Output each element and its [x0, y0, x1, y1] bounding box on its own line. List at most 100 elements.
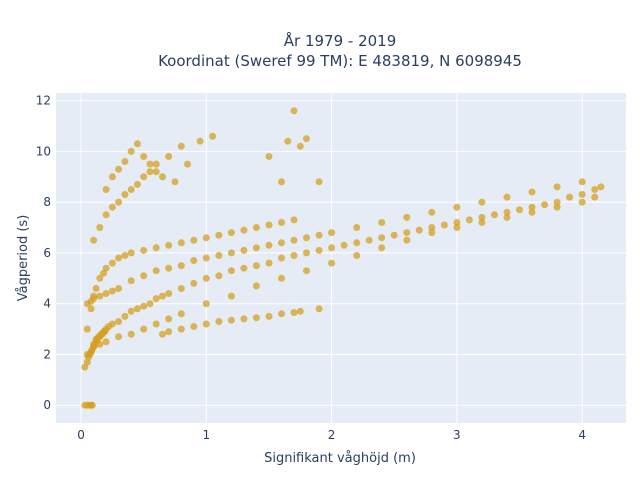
x-tick-label: 1 — [203, 428, 211, 442]
data-point — [159, 292, 166, 300]
data-point — [115, 333, 123, 341]
data-point — [227, 316, 235, 324]
data-point — [252, 282, 260, 290]
data-point — [127, 249, 135, 257]
data-point — [140, 272, 148, 280]
data-point — [541, 201, 549, 209]
data-point — [177, 325, 185, 333]
data-point — [190, 257, 198, 264]
data-point — [591, 193, 599, 201]
data-point — [315, 305, 323, 313]
data-point — [340, 241, 348, 249]
data-point — [177, 310, 185, 318]
data-point — [102, 186, 110, 193]
data-point — [428, 208, 436, 216]
data-point — [290, 309, 298, 317]
data-point — [140, 246, 148, 254]
data-point — [553, 203, 561, 211]
data-point — [578, 191, 586, 198]
data-point — [553, 198, 561, 206]
data-point — [83, 325, 91, 333]
data-point — [265, 153, 273, 160]
data-point — [90, 236, 98, 244]
data-point — [108, 203, 116, 211]
data-point — [165, 241, 173, 249]
data-point — [165, 264, 173, 272]
data-point — [127, 147, 135, 155]
data-point — [528, 203, 536, 211]
data-point — [165, 315, 173, 323]
data-point — [159, 173, 166, 181]
data-point — [102, 338, 110, 346]
data-point — [127, 307, 135, 315]
data-point — [96, 274, 104, 282]
data-point — [578, 198, 586, 206]
data-point — [127, 186, 135, 193]
data-point — [328, 259, 336, 267]
data-point — [215, 272, 223, 280]
data-point — [115, 254, 123, 262]
data-point — [453, 219, 461, 226]
data-point — [121, 191, 129, 198]
data-point — [378, 219, 386, 226]
data-point — [115, 285, 123, 292]
data-point — [284, 137, 292, 145]
data-point — [365, 236, 373, 244]
data-point — [303, 135, 310, 143]
data-point — [403, 236, 411, 244]
data-point — [578, 178, 586, 186]
data-point — [503, 208, 511, 216]
data-point — [190, 323, 198, 330]
data-point — [115, 165, 123, 173]
y-tick-label: 4 — [43, 297, 51, 311]
data-point — [290, 252, 298, 259]
data-point — [403, 229, 411, 237]
data-point — [303, 267, 310, 275]
data-point — [177, 239, 185, 247]
y-tick-label: 2 — [43, 347, 51, 361]
x-tick-label: 2 — [328, 428, 336, 442]
y-tick-label: 12 — [36, 94, 51, 108]
data-point — [315, 246, 323, 254]
data-point — [152, 244, 160, 252]
data-point — [202, 320, 210, 328]
data-point — [152, 320, 160, 328]
data-point — [177, 142, 185, 150]
data-point — [290, 216, 298, 224]
data-point — [478, 213, 486, 221]
data-point — [171, 178, 179, 186]
data-point — [92, 285, 100, 292]
data-point — [227, 292, 235, 300]
plot-area — [56, 93, 626, 423]
data-point — [265, 312, 273, 320]
data-point — [87, 305, 95, 313]
data-point — [152, 295, 160, 303]
data-point — [196, 137, 204, 145]
data-point — [227, 267, 235, 275]
data-point — [88, 401, 96, 409]
y-tick-label: 6 — [43, 246, 51, 260]
data-point — [265, 221, 273, 229]
data-point — [528, 208, 536, 216]
x-axis-title: Signifikant våghöjd (m) — [264, 451, 416, 466]
data-point — [303, 234, 310, 242]
y-tick-label: 0 — [43, 398, 51, 412]
data-point — [177, 285, 185, 292]
data-point — [108, 287, 116, 295]
data-point — [202, 254, 210, 262]
data-point — [290, 107, 298, 115]
data-point — [146, 160, 154, 168]
data-point — [165, 153, 173, 160]
data-point — [121, 252, 129, 259]
data-point — [202, 234, 210, 242]
data-point — [121, 158, 129, 165]
data-point — [353, 239, 361, 247]
data-point — [278, 219, 285, 226]
data-point — [278, 178, 285, 186]
data-point — [553, 183, 561, 191]
x-tick-label: 3 — [453, 428, 461, 442]
data-point — [378, 244, 386, 252]
data-point — [190, 279, 198, 287]
